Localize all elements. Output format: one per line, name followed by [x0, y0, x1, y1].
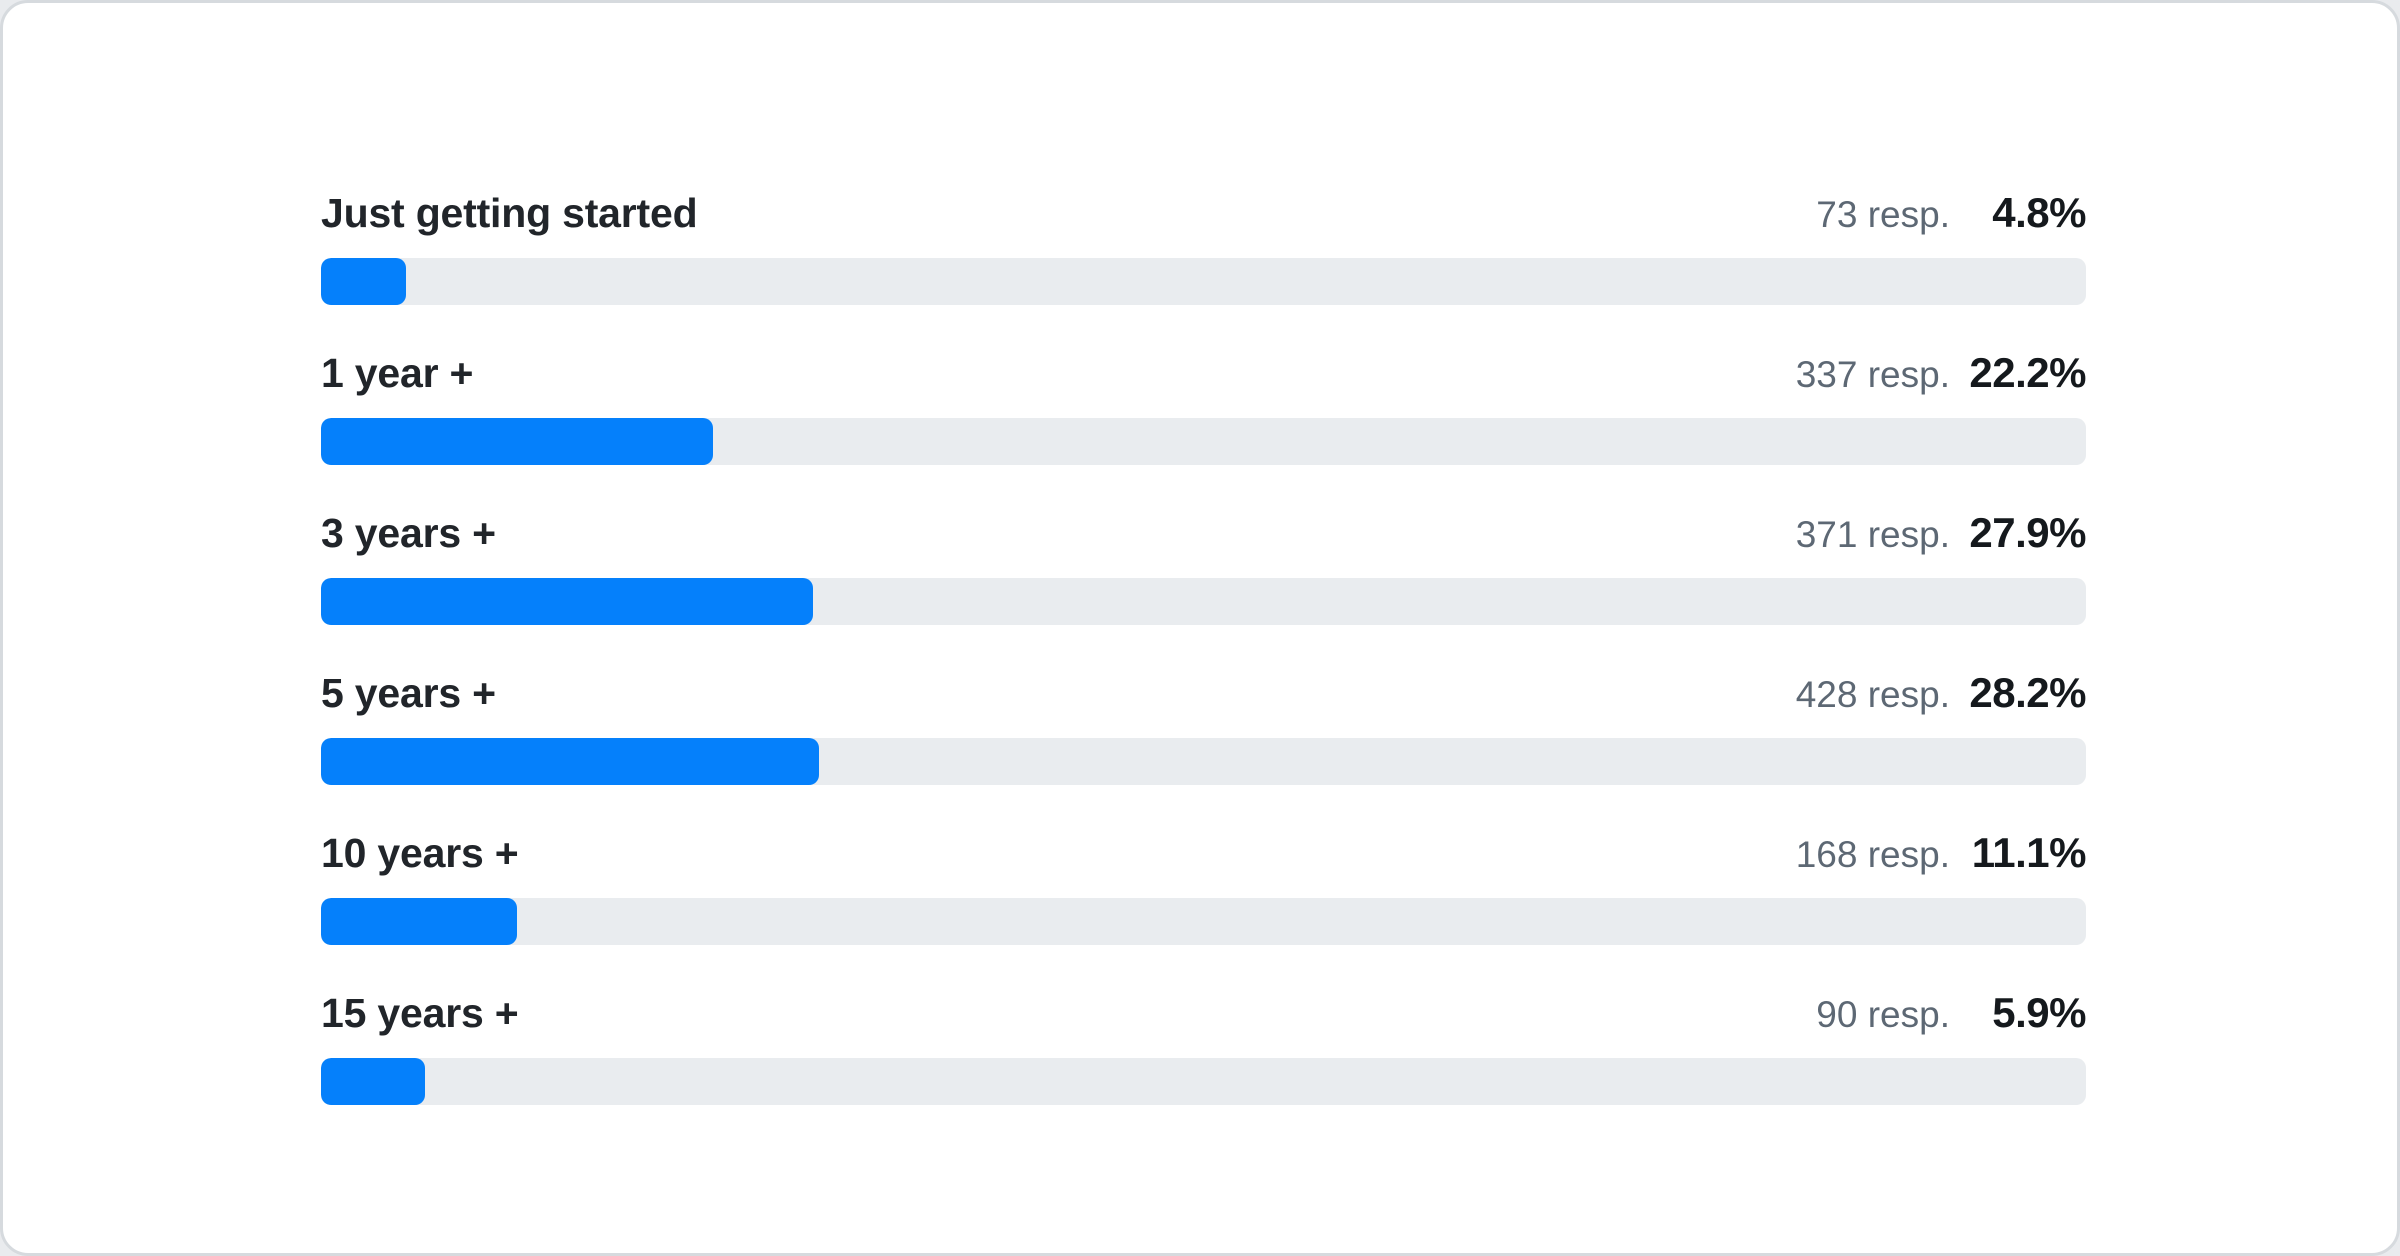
bar-track	[321, 898, 2086, 945]
result-row-header: 15 years + 90 resp. 5.9%	[321, 989, 2087, 1037]
result-row: Just getting started 73 resp. 4.8%	[321, 189, 2087, 305]
answer-values: 428 resp. 28.2%	[1795, 669, 2087, 717]
percent-value: 27.9%	[1969, 509, 2086, 556]
percent-value: 5.9%	[1992, 989, 2086, 1036]
result-row-header: 1 year + 337 resp. 22.2%	[321, 349, 2087, 397]
percent-value: 28.2%	[1969, 669, 2086, 716]
bar-fill	[321, 418, 713, 465]
respondent-count: 337 resp.	[1795, 354, 1950, 395]
percent-value: 4.8%	[1992, 189, 2086, 236]
answer-label: 3 years +	[321, 510, 496, 556]
answer-label: 5 years +	[321, 670, 496, 716]
bar-track	[321, 418, 2086, 465]
bar-fill	[321, 578, 814, 625]
result-row: 1 year + 337 resp. 22.2%	[321, 349, 2087, 465]
survey-results-bar-chart: Just getting started 73 resp. 4.8% 1 yea…	[321, 189, 2087, 1149]
result-row-header: 5 years + 428 resp. 28.2%	[321, 669, 2087, 717]
result-row: 15 years + 90 resp. 5.9%	[321, 989, 2087, 1105]
result-row-header: 10 years + 168 resp. 11.1%	[321, 829, 2087, 877]
answer-values: 371 resp. 27.9%	[1795, 509, 2087, 557]
answer-values: 73 resp. 4.8%	[1816, 189, 2086, 237]
answer-label: 15 years +	[321, 990, 519, 1036]
result-row-header: Just getting started 73 resp. 4.8%	[321, 189, 2087, 237]
bar-fill	[321, 738, 819, 785]
result-row: 5 years + 428 resp. 28.2%	[321, 669, 2087, 785]
percent-value: 11.1%	[1971, 829, 2087, 876]
result-row-header: 3 years + 371 resp. 27.9%	[321, 509, 2087, 557]
answer-label: Just getting started	[321, 190, 698, 236]
result-row: 10 years + 168 resp. 11.1%	[321, 829, 2087, 945]
bar-fill	[321, 898, 517, 945]
respondent-count: 90 resp.	[1816, 994, 1950, 1035]
result-row: 3 years + 371 resp. 27.9%	[321, 509, 2087, 625]
answer-values: 337 resp. 22.2%	[1795, 349, 2087, 397]
respondent-count: 371 resp.	[1795, 514, 1950, 555]
bar-fill	[321, 1058, 426, 1105]
answer-label: 10 years +	[321, 830, 519, 876]
respondent-count: 428 resp.	[1795, 674, 1950, 715]
bar-track	[321, 738, 2086, 785]
answer-values: 168 resp. 11.1%	[1795, 829, 2087, 877]
bar-fill	[321, 258, 406, 305]
bar-track	[321, 258, 2086, 305]
bar-track	[321, 578, 2086, 625]
answer-values: 90 resp. 5.9%	[1816, 989, 2086, 1037]
bar-track	[321, 1058, 2086, 1105]
percent-value: 22.2%	[1969, 349, 2086, 396]
answer-label: 1 year +	[321, 350, 474, 396]
respondent-count: 73 resp.	[1816, 194, 1950, 235]
respondent-count: 168 resp.	[1795, 834, 1950, 875]
